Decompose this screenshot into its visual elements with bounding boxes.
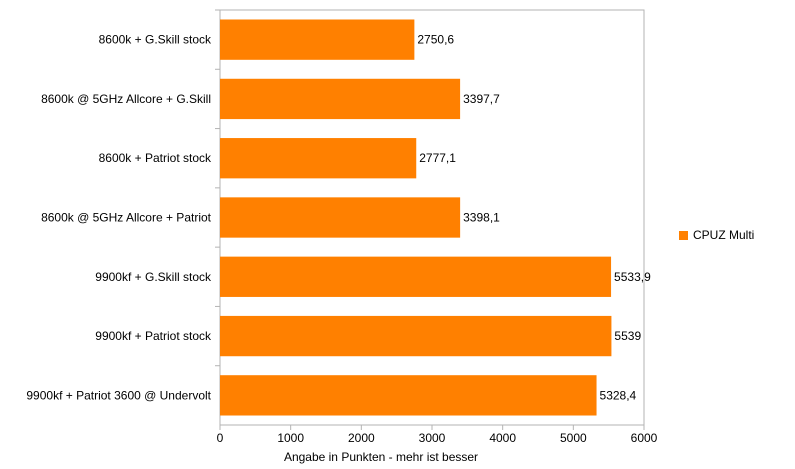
- bar-value-label: 5533,9: [614, 270, 651, 284]
- x-tick-label: 5000: [560, 431, 587, 445]
- bar: [220, 197, 461, 238]
- category-label: 8600k + G.Skill stock: [99, 33, 212, 47]
- legend-label: CPUZ Multi: [693, 228, 755, 242]
- bar-value-label: 5539: [614, 329, 641, 343]
- x-tick-label: 2000: [348, 431, 375, 445]
- bar: [220, 375, 597, 416]
- legend-swatch: [679, 230, 688, 240]
- legend: CPUZ Multi: [679, 228, 754, 242]
- category-label: 8600k @ 5GHz Allcore + Patriot: [41, 211, 212, 225]
- category-label: 8600k @ 5GHz Allcore + G.Skill: [41, 92, 211, 106]
- bar-value-label: 2750,6: [417, 33, 454, 47]
- x-tick-label: 6000: [631, 431, 658, 445]
- bar: [220, 78, 461, 120]
- category-label: 9900kf + G.Skill stock: [95, 270, 212, 284]
- bar: [220, 256, 612, 297]
- x-tick-label: 4000: [489, 431, 516, 445]
- category-label: 9900kf + Patriot stock: [95, 329, 212, 343]
- bar-value-label: 5328,4: [600, 388, 637, 402]
- category-label: 9900kf + Patriot 3600 @ Undervolt: [26, 388, 211, 402]
- bar: [220, 19, 415, 60]
- x-tick-label: 1000: [277, 431, 304, 445]
- bar: [220, 138, 417, 179]
- bar-value-label: 2777,1: [419, 151, 456, 165]
- x-axis-title: Angabe in Punkten - mehr ist besser: [284, 450, 478, 464]
- bar-value-label: 3397,7: [463, 92, 500, 106]
- x-tick-label: 3000: [419, 431, 446, 445]
- bar-value-label: 3398,1: [463, 211, 500, 225]
- x-tick-label: 0: [217, 431, 224, 445]
- bar: [220, 315, 612, 357]
- category-label: 8600k + Patriot stock: [99, 151, 212, 165]
